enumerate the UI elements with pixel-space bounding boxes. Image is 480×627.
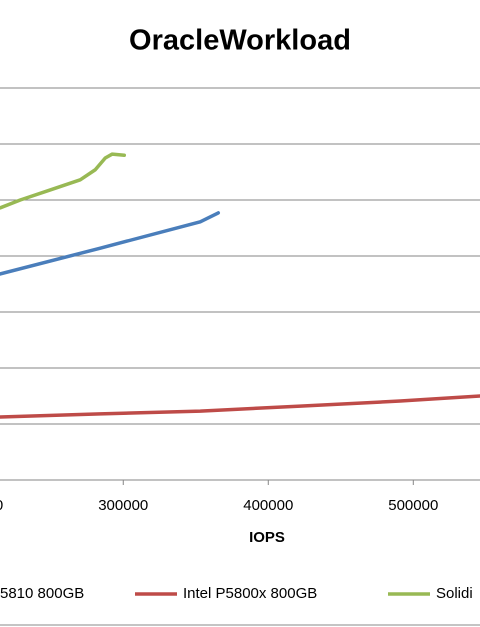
series-line bbox=[0, 152, 127, 210]
x-tick-label: 400000 bbox=[243, 497, 293, 514]
series-line bbox=[0, 211, 221, 276]
legend-label: 5810 800GB bbox=[0, 585, 84, 602]
x-tick-label: 200000 bbox=[0, 497, 3, 514]
series-line bbox=[0, 394, 480, 419]
legend-label: Intel P5800x 800GB bbox=[183, 585, 317, 602]
x-tick-label: 500000 bbox=[388, 497, 438, 514]
x-tick-label: 300000 bbox=[98, 497, 148, 514]
legend-label: Solidi bbox=[436, 585, 473, 602]
chart-title: OracleWorkload bbox=[129, 25, 351, 57]
x-axis-label: IOPS bbox=[249, 529, 285, 546]
